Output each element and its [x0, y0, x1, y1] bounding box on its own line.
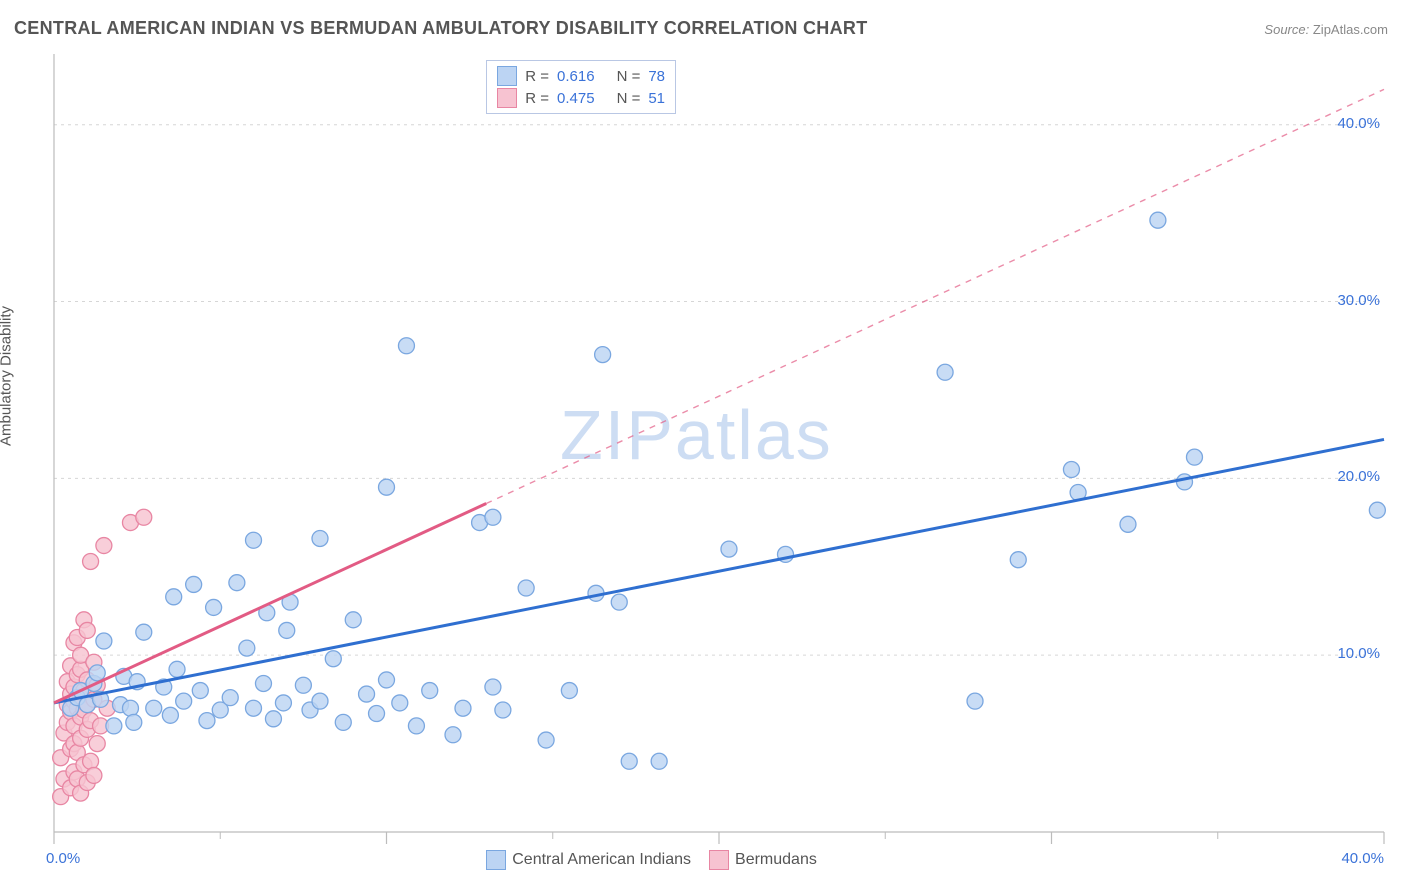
legend-row: R = 0.616 N = 78	[497, 65, 665, 87]
axis-tick-label: 0.0%	[46, 850, 80, 867]
legend-r-value: 0.475	[557, 90, 595, 107]
legend-swatch	[709, 850, 729, 870]
legend-n-label: N =	[617, 90, 641, 107]
legend-swatch	[497, 66, 517, 86]
legend-n-label: N =	[617, 68, 641, 85]
axis-tick-label: 40.0%	[1341, 850, 1384, 867]
legend-r-value: 0.616	[557, 68, 595, 85]
legend-n-value: 51	[648, 90, 665, 107]
axis-tick-label: 20.0%	[1337, 468, 1380, 485]
legend-r-label: R =	[525, 68, 549, 85]
legend-item: Bermudans	[709, 850, 817, 870]
legend-series-name: Bermudans	[735, 851, 817, 868]
legend-r-label: R =	[525, 90, 549, 107]
legend-item: Central American Indians	[486, 850, 691, 870]
legend-row: R = 0.475 N = 51	[497, 87, 665, 109]
legend-n-value: 78	[648, 68, 665, 85]
legend-swatch	[497, 88, 517, 108]
axis-tick-label: 10.0%	[1337, 645, 1380, 662]
legend-series-name: Central American Indians	[512, 851, 691, 868]
axis-tick-label: 30.0%	[1337, 292, 1380, 309]
chart-container: { "title": "CENTRAL AMERICAN INDIAN VS B…	[0, 0, 1406, 892]
series-legend: Central American Indians Bermudans	[486, 850, 817, 870]
correlation-legend: R = 0.616 N = 78 R = 0.475 N = 51	[486, 60, 676, 114]
axis-tick-label: 40.0%	[1337, 115, 1380, 132]
legend-swatch	[486, 850, 506, 870]
scatter-plot	[0, 0, 1406, 892]
